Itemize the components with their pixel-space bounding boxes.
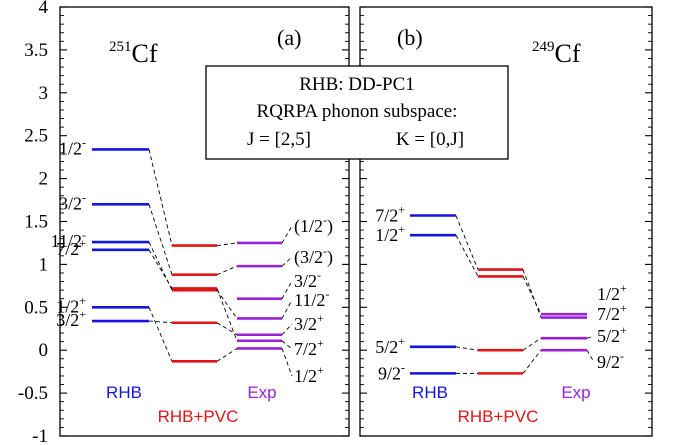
connector: [522, 337, 542, 351]
exp-spin-label: (3/2-): [294, 244, 333, 268]
label-leader: [586, 335, 595, 339]
label-leader: [281, 348, 293, 377]
y-tick-label: 0: [39, 340, 49, 361]
exp-spin-label: 9/2-: [597, 349, 624, 372]
column-label: Exp: [247, 383, 276, 402]
connector: [216, 348, 238, 362]
rhb-spin-label: 11/2-: [51, 228, 86, 251]
panel-label: (a): [277, 25, 301, 50]
y-tick-label: 3.5: [24, 40, 48, 61]
rhb-spin-label: 1/2-: [59, 135, 86, 158]
column-label: RHB+PVC: [158, 407, 239, 426]
connector: [455, 235, 479, 277]
connector: [216, 242, 238, 246]
y-tick-label: -0.5: [18, 383, 48, 404]
column-label: Exp: [561, 383, 590, 402]
info-box-frame: [205, 65, 509, 160]
connector: [216, 288, 238, 341]
exp-spin-label: (1/2-): [294, 213, 333, 237]
connector: [148, 149, 173, 246]
info-line-2: RQRPA phonon subspace:: [257, 101, 458, 122]
nucleus-label: 251Cf: [109, 39, 158, 68]
column-label: RHB: [106, 383, 142, 402]
exp-spin-label: 3/2+: [294, 311, 324, 334]
connector: [216, 289, 238, 319]
connector: [216, 265, 238, 276]
rhb-spin-label: 1/2+: [375, 222, 405, 245]
panel-b: 7/2+1/2+5/2+9/2-7/2+1/2+5/2+9/2-249Cf(b)…: [359, 6, 653, 437]
rhb-spin-label: 3/2+: [56, 307, 86, 330]
connector: [148, 249, 173, 289]
label-leader: [586, 349, 595, 363]
connector: [522, 349, 542, 374]
rhb-spin-label: 5/2+: [375, 334, 405, 357]
y-tick-label: 2.5: [24, 126, 48, 147]
column-label: RHB+PVC: [458, 407, 539, 426]
connector: [455, 215, 479, 270]
connector: [455, 346, 479, 351]
rhb-spin-label: 9/2-: [378, 360, 405, 383]
y-tick-label: 4: [39, 0, 49, 18]
y-tick-label: 2: [39, 169, 49, 190]
rhb-spin-label: 3/2-: [59, 190, 86, 213]
label-leader: [281, 323, 293, 336]
exp-spin-label: 7/2+: [597, 301, 627, 324]
label-leader: [281, 225, 293, 244]
column-label: RHB: [412, 383, 448, 402]
label-leader: [281, 299, 293, 319]
nucleus-label: 249Cf: [532, 39, 581, 68]
y-tick-label: 0.5: [24, 297, 48, 318]
y-tick-label: 3: [39, 83, 49, 104]
panel-label: (b): [397, 25, 423, 50]
info-box: RHB: DD-PC1 RQRPA phonon subspace: J = […: [205, 65, 509, 160]
panel-a: -1-0.500.511.522.533.541/2-3/2-11/2-7/2+…: [18, 0, 350, 445]
label-leader: [281, 340, 293, 350]
exp-spin-label: 11/2-: [294, 287, 329, 310]
rhb-spin-label: 1/2+: [56, 293, 86, 316]
connector: [522, 276, 542, 315]
connector: [148, 320, 173, 324]
y-tick-label: -1: [32, 426, 48, 445]
info-line-3-right: K = [0,J]: [396, 129, 464, 150]
exp-spin-label: 1/2+: [597, 281, 627, 304]
label-leader: [281, 280, 293, 299]
exp-spin-label: 7/2+: [294, 336, 324, 359]
exp-spin-label: 1/2+: [294, 363, 324, 386]
exp-spin-label: 5/2+: [597, 323, 627, 346]
connector: [148, 307, 173, 362]
connector: [522, 269, 542, 318]
connector: [148, 204, 173, 275]
y-tick-label: 1: [39, 254, 49, 275]
rhb-spin-label: 7/2+: [375, 202, 405, 225]
y-tick-label: 1.5: [24, 212, 48, 233]
info-line-3-left: J = [2,5]: [247, 129, 311, 150]
label-leader: [281, 256, 293, 267]
rhb-spin-label: 7/2+: [56, 236, 86, 259]
info-line-1: RHB: DD-PC1: [299, 74, 415, 95]
exp-spin-label: 3/2-: [294, 268, 321, 291]
connector: [216, 322, 238, 336]
